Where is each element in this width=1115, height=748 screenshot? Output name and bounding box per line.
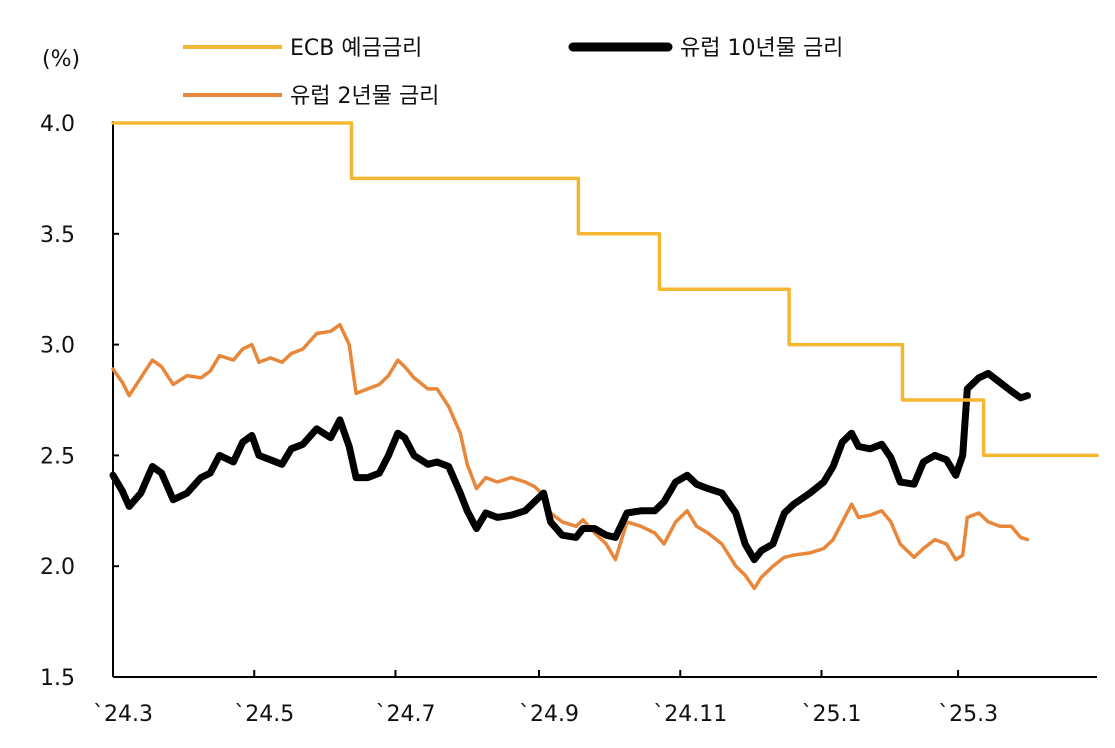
legend-label-ecb-deposit-rate: ECB 예금금리 bbox=[290, 36, 422, 61]
series-layer bbox=[109, 121, 1099, 591]
x-tick-label: `24.9 bbox=[519, 702, 579, 727]
x-axis: `24.3 `24.5 `24.7 `24.9 `24.11 `25.1 `25.3 bbox=[93, 670, 1097, 727]
x-tick-label: `24.11 bbox=[653, 702, 727, 727]
legend-label-eu-10y-yield: 유럽 10년물 금리 bbox=[680, 36, 843, 61]
y-axis: 4.0 3.5 3.0 2.5 2.0 1.5 bbox=[40, 112, 119, 691]
x-tick-label: `24.7 bbox=[375, 702, 435, 727]
y-tick-label: 4.0 bbox=[40, 112, 75, 137]
legend-label-eu-2y-yield: 유럽 2년물 금리 bbox=[290, 84, 439, 109]
series-line-eu-2y-yield bbox=[111, 322, 1030, 591]
y-tick-label: 1.5 bbox=[40, 666, 75, 691]
y-tick-label: 2.0 bbox=[40, 555, 75, 580]
x-tick-label: `24.5 bbox=[234, 702, 294, 727]
x-tick-label: `24.3 bbox=[93, 702, 153, 727]
series-line-ecb-deposit-rate bbox=[111, 121, 1099, 458]
x-tick-label: `25.1 bbox=[801, 702, 861, 727]
y-tick-label: 3.0 bbox=[40, 334, 75, 359]
y-tick-label: 3.5 bbox=[40, 223, 75, 248]
x-tick-label: `25.3 bbox=[938, 702, 998, 727]
y-unit-label: (%) bbox=[42, 47, 80, 72]
legend: ECB 예금금리 유럽 10년물 금리 유럽 2년물 금리 bbox=[183, 36, 843, 109]
series-line-eu-10y-yield bbox=[109, 369, 1031, 564]
y-tick-label: 2.5 bbox=[40, 444, 75, 469]
